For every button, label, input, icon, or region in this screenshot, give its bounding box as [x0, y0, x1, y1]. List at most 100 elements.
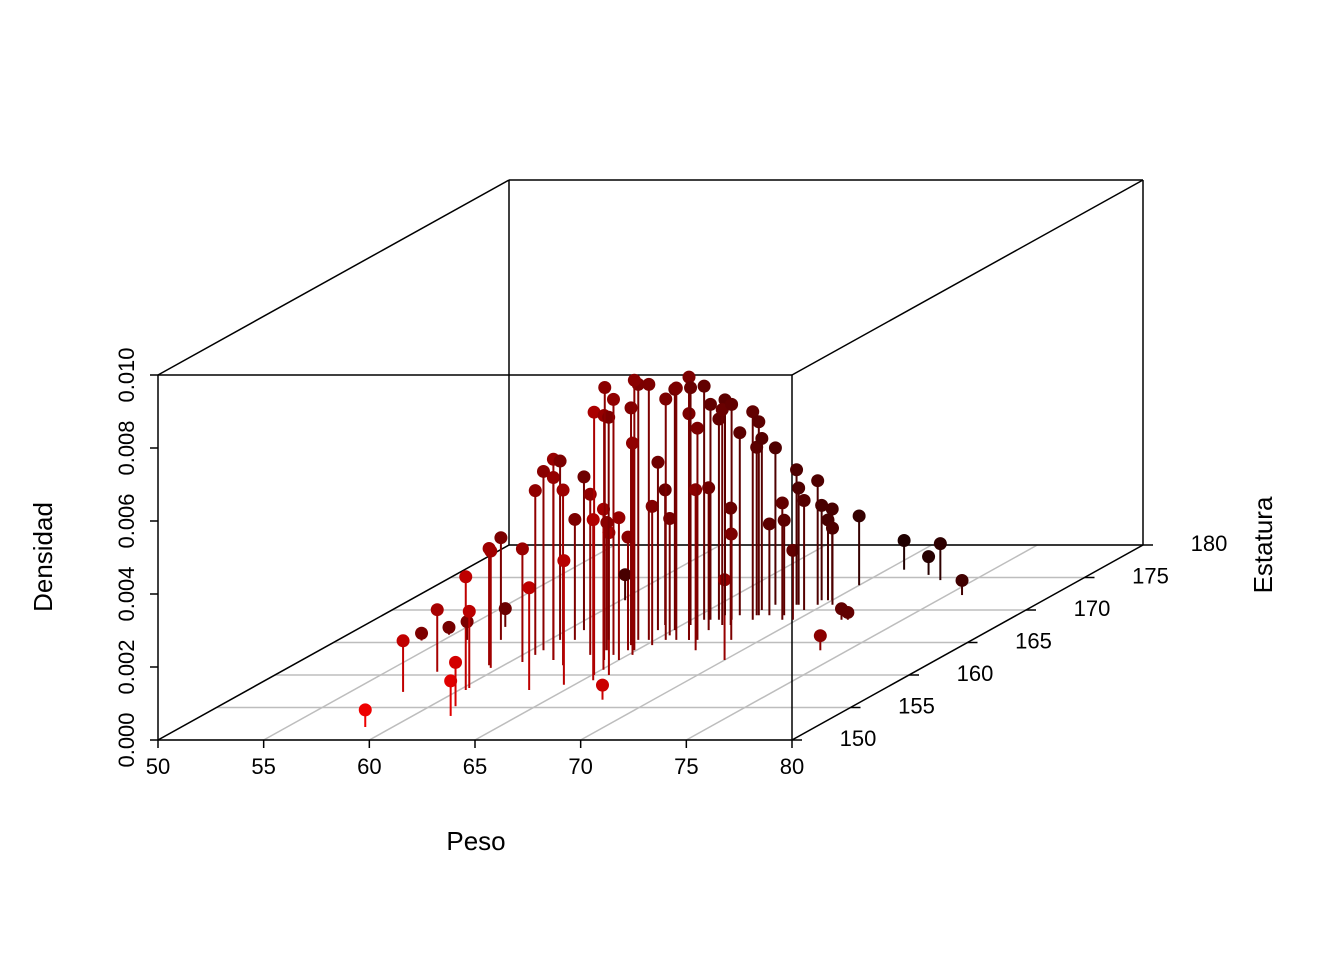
- point: [777, 513, 791, 527]
- point: [768, 441, 782, 455]
- z-axis-label: Densidad: [28, 502, 58, 612]
- point: [682, 370, 696, 384]
- y-tick-label: 160: [957, 661, 994, 686]
- point: [522, 581, 536, 595]
- point: [600, 516, 614, 530]
- point: [557, 554, 571, 568]
- point: [612, 511, 626, 525]
- point: [922, 550, 936, 564]
- point: [755, 431, 769, 445]
- point: [627, 373, 641, 387]
- x-tick-label: 80: [780, 754, 804, 779]
- point: [528, 484, 542, 498]
- point: [733, 426, 747, 440]
- y-tick-label: 180: [1191, 531, 1228, 556]
- x-tick-label: 70: [568, 754, 592, 779]
- point: [553, 454, 567, 468]
- point: [792, 481, 806, 495]
- point: [797, 494, 811, 507]
- point: [515, 542, 529, 556]
- x-tick-label: 75: [674, 754, 698, 779]
- point: [598, 381, 612, 394]
- point: [702, 481, 716, 495]
- z-tick-label: 0.004: [114, 566, 139, 621]
- point: [697, 379, 711, 393]
- point: [568, 512, 582, 526]
- x-tick-label: 50: [146, 754, 170, 779]
- y-tick-label: 150: [840, 726, 877, 751]
- x-tick-label: 55: [251, 754, 275, 779]
- y-tick-label: 165: [1015, 628, 1052, 653]
- point: [897, 534, 911, 547]
- x-axis-label: Peso: [446, 826, 505, 856]
- z-tick-label: 0.008: [114, 420, 139, 475]
- point: [624, 401, 638, 415]
- point: [825, 521, 839, 535]
- point: [460, 615, 474, 629]
- point: [449, 655, 463, 669]
- y-axis-label: Estatura: [1248, 496, 1278, 593]
- point: [596, 502, 610, 516]
- point: [625, 436, 639, 450]
- z-tick-label: 0.006: [114, 493, 139, 548]
- point: [556, 483, 570, 497]
- x-tick-label: 65: [463, 754, 487, 779]
- point: [690, 421, 704, 435]
- point: [415, 626, 429, 640]
- point: [586, 513, 600, 527]
- point: [689, 483, 703, 497]
- point: [577, 470, 591, 484]
- point: [396, 634, 410, 648]
- point: [462, 604, 476, 618]
- point: [724, 501, 738, 515]
- point: [746, 405, 760, 419]
- point: [703, 397, 717, 411]
- point: [955, 573, 969, 587]
- y-tick-label: 155: [898, 693, 935, 718]
- point: [682, 407, 696, 421]
- point: [813, 629, 827, 643]
- point: [587, 405, 601, 419]
- point: [606, 392, 620, 406]
- point: [815, 498, 829, 512]
- point: [536, 464, 550, 478]
- point: [358, 703, 372, 717]
- z-tick-label: 0.000: [114, 712, 139, 767]
- point: [645, 499, 659, 513]
- box-edge: [791, 179, 1144, 376]
- point: [444, 674, 458, 688]
- point: [752, 415, 766, 429]
- point: [852, 509, 866, 523]
- point: [762, 517, 776, 531]
- point: [775, 496, 789, 510]
- y-tick-label: 170: [1074, 596, 1111, 621]
- point: [484, 544, 498, 558]
- point: [725, 397, 739, 411]
- point: [684, 381, 698, 395]
- point: [659, 392, 673, 406]
- point: [811, 474, 825, 488]
- point: [669, 381, 683, 395]
- point: [459, 570, 473, 584]
- point: [651, 455, 665, 469]
- point: [430, 603, 444, 617]
- point: [442, 620, 456, 634]
- point: [790, 463, 804, 477]
- point: [933, 537, 947, 551]
- box-edge: [157, 544, 510, 741]
- y-tick-label: 175: [1132, 563, 1169, 588]
- z-tick-label: 0.010: [114, 347, 139, 402]
- point: [618, 568, 632, 582]
- point: [498, 602, 512, 616]
- point: [642, 377, 656, 391]
- x-tick-label: 60: [357, 754, 381, 779]
- point: [825, 502, 839, 516]
- box-edge: [157, 179, 510, 376]
- z-tick-label: 0.002: [114, 639, 139, 694]
- point: [841, 605, 855, 619]
- point: [595, 678, 609, 692]
- point: [494, 531, 508, 545]
- point: [724, 527, 738, 541]
